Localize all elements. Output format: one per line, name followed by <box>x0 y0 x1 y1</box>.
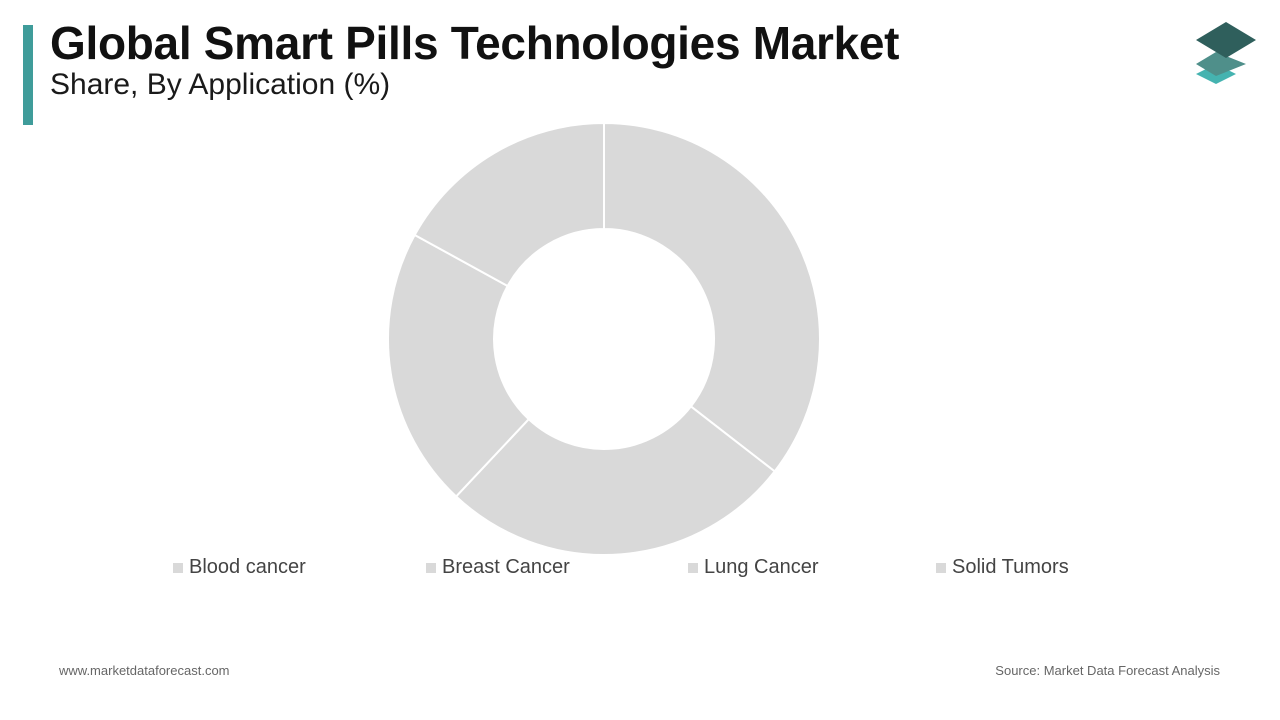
donut-slice-solid-tumors <box>413 121 605 288</box>
legend-label: Lung Cancer <box>704 556 819 578</box>
legend-item-lung-cancer: Lung Cancer <box>688 556 819 579</box>
chart-legend: Blood cancer Breast Cancer Lung Cancer Soli… <box>0 556 1280 584</box>
legend-swatch <box>936 562 946 573</box>
legend-label: Blood cancer <box>189 556 306 578</box>
legend-item-breast-cancer: Breast Cancer <box>426 556 570 579</box>
donut-slice-blood-cancer <box>603 121 821 473</box>
chart-subtitle: Share, By Application (%) <box>50 68 391 101</box>
logo-layer-top <box>1196 22 1256 58</box>
stacked-layers-icon <box>1196 22 1256 84</box>
legend-item-blood-cancer: Blood cancer <box>173 556 306 579</box>
legend-swatch <box>688 562 698 573</box>
legend-swatch <box>426 562 436 573</box>
title-accent-bar <box>23 25 33 125</box>
legend-item-solid-tumors: Solid Tumors <box>936 556 1069 579</box>
legend-swatch <box>173 562 183 573</box>
donut-slice-breast-cancer <box>454 405 777 556</box>
footer-source: Source: Market Data Forecast Analysis <box>995 663 1220 678</box>
legend-label: Solid Tumors <box>952 556 1069 578</box>
donut-slice-lung-cancer <box>387 233 531 498</box>
chart-title: Global Smart Pills Technologies Market <box>50 17 900 69</box>
legend-label: Breast Cancer <box>442 556 570 578</box>
footer-website: www.marketdataforecast.com <box>59 663 230 678</box>
logo-layer-middle <box>1196 52 1246 76</box>
